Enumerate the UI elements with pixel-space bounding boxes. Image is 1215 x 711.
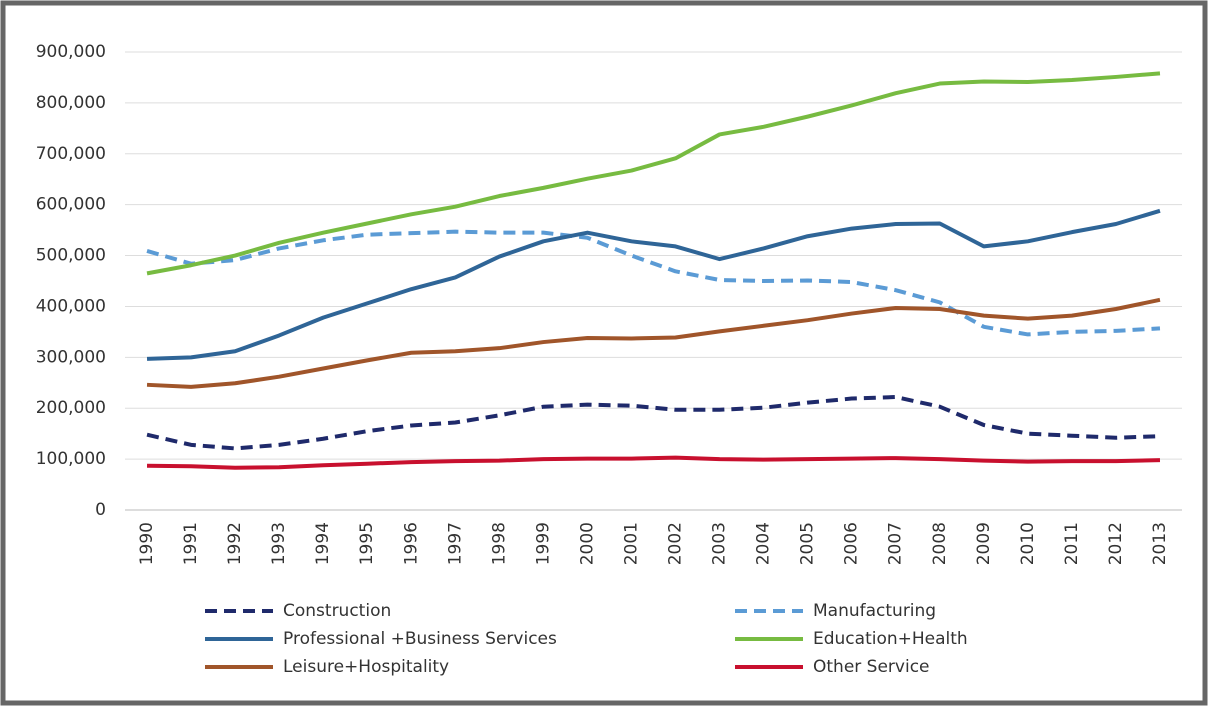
x-tick-label: 2001 [621,522,641,565]
x-tick-label: 2009 [974,522,994,565]
x-tick-label: 2012 [1106,522,1126,565]
series-line [146,229,1161,337]
x-tick-label: 2004 [754,522,774,565]
series-line [146,71,1161,276]
legend-label: Manufacturing [813,601,936,621]
x-tick-label: 2006 [842,522,862,565]
x-tick-label: 2008 [930,522,950,565]
y-tick-label: 400,000 [36,296,106,316]
y-tick-label: 200,000 [36,398,106,418]
y-tick-label: 0 [95,500,106,520]
series-line [146,297,1161,389]
x-tick-label: 2013 [1150,522,1170,565]
y-tick-label: 100,000 [36,449,106,469]
x-tick-label: 1992 [225,522,245,565]
legend-label: Professional +Business Services [283,629,557,649]
x-tick-label: 1996 [401,522,421,565]
x-tick-label: 2007 [886,522,906,565]
x-tick-label: 1993 [269,522,289,565]
x-tick-label: 1995 [357,522,377,565]
x-tick-label: 2005 [798,522,818,565]
x-tick-label: 2011 [1062,522,1082,565]
x-tick-label: 1999 [533,522,553,565]
series-line [146,208,1161,361]
x-tick-label: 2000 [577,522,597,565]
x-tick-label: 1998 [489,522,509,565]
x-tick-label: 2010 [1018,522,1038,565]
x-tick-label: 2002 [666,522,686,565]
x-tick-label: 2003 [710,522,730,565]
y-tick-label: 700,000 [36,144,106,164]
x-tick-label: 1994 [313,522,333,565]
x-tick-label: 1997 [445,522,465,565]
legend-label: Other Service [813,657,930,677]
y-tick-label: 800,000 [36,93,106,113]
legend-label: Construction [283,601,391,621]
y-tick-label: 600,000 [36,195,106,215]
y-tick-label: 300,000 [36,347,106,367]
legend-label: Education+Health [813,629,968,649]
x-tick-label: 1990 [137,522,157,565]
y-tick-label: 500,000 [36,246,106,266]
x-tick-label: 1991 [181,522,201,565]
series-line [146,455,1161,470]
y-tick-label: 900,000 [36,42,106,62]
legend-label: Leisure+Hospitality [283,657,449,677]
